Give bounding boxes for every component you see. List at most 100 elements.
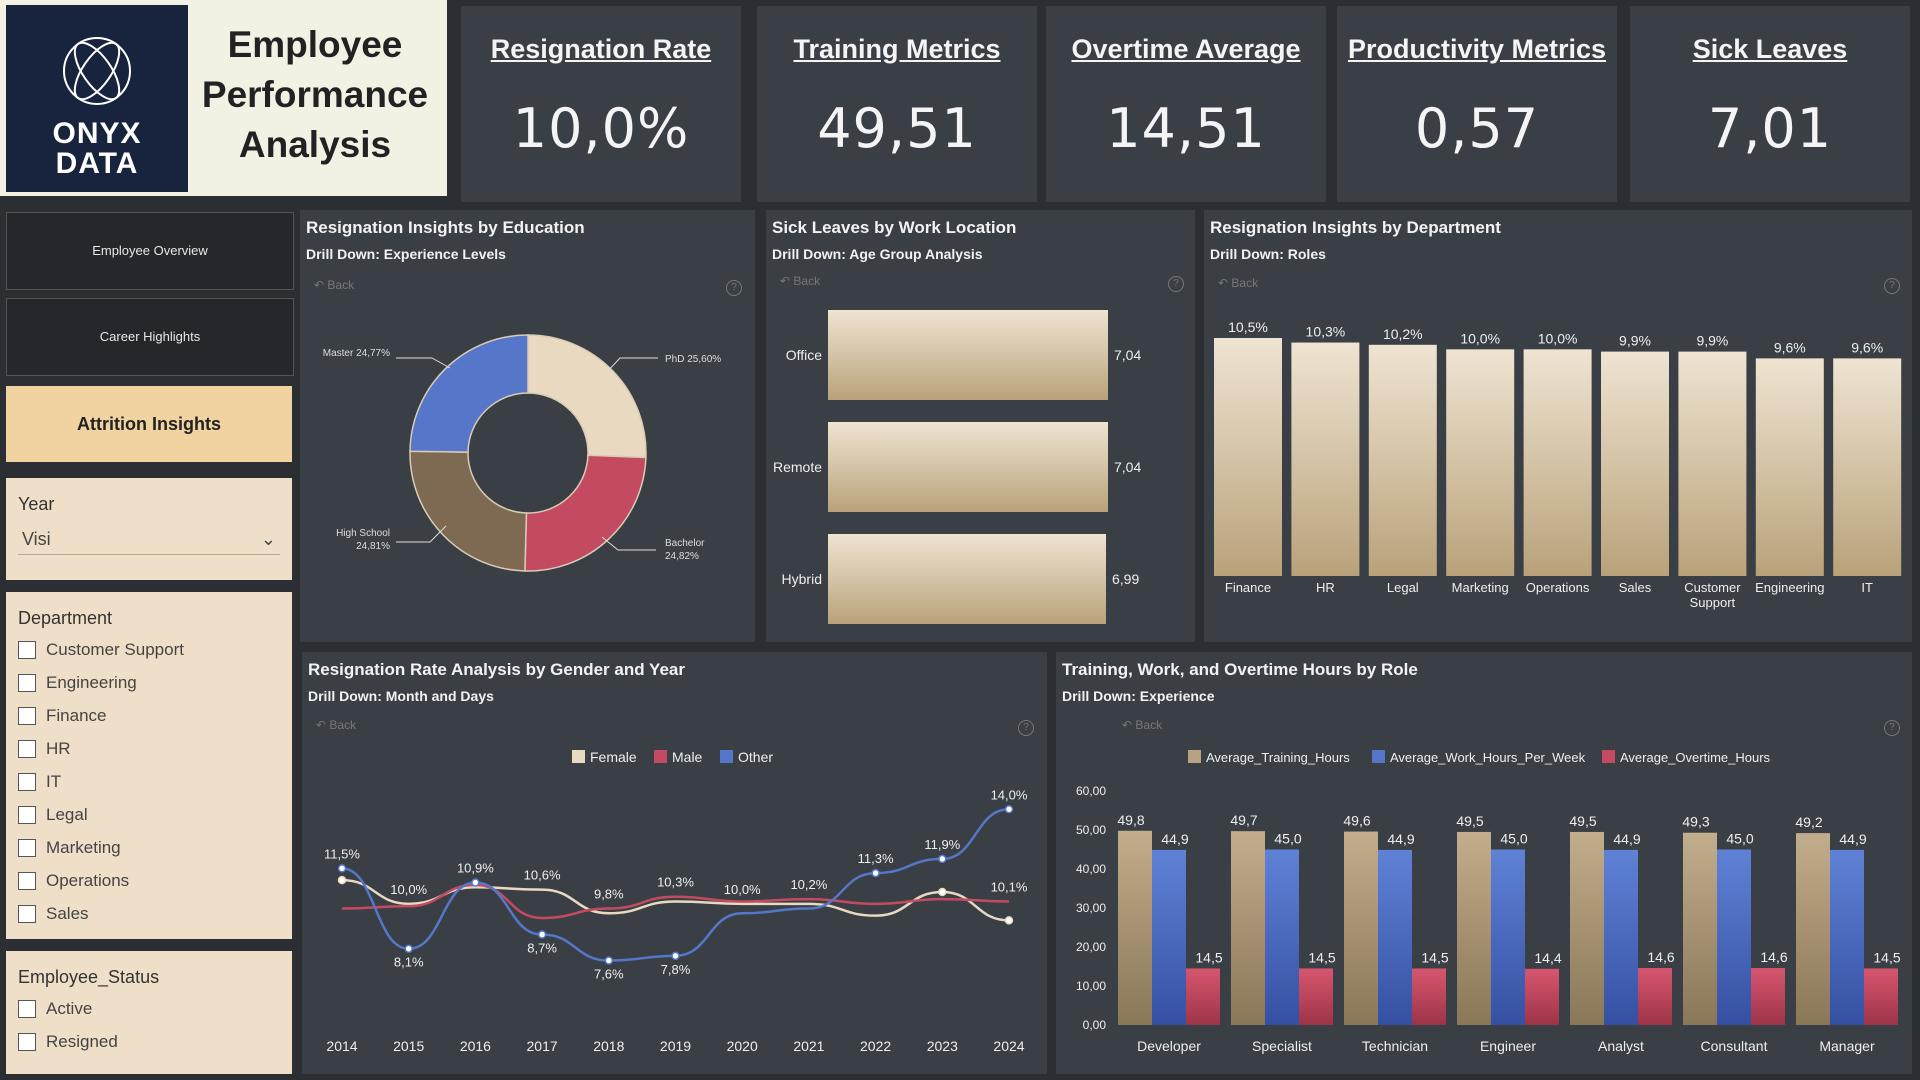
chart-subtitle: Drill Down: Experience <box>1062 688 1215 704</box>
data-label: 45,0 <box>1500 831 1527 847</box>
page-title: Employee Performance Analysis <box>195 20 435 170</box>
help-icon[interactable]: ? <box>1168 276 1184 292</box>
data-label: 10,0% <box>724 882 761 897</box>
donut-slice-phd <box>527 334 647 459</box>
status-option-resigned[interactable]: Resigned <box>18 1025 292 1058</box>
chart-title: Sick Leaves by Work Location <box>772 218 1017 237</box>
bar-hybrid <box>828 534 1107 624</box>
donut-slice-master <box>409 334 529 453</box>
bar-technician-2 <box>1412 968 1446 1025</box>
data-label: 9,6% <box>1774 339 1806 355</box>
page-title-line2: Performance <box>201 74 429 115</box>
back-label: Back <box>329 718 357 732</box>
help-icon[interactable]: ? <box>1884 278 1900 294</box>
leader-line <box>396 525 447 543</box>
y-tick-label: 10,00 <box>1076 979 1106 993</box>
category-label: Legal <box>1387 580 1419 595</box>
leader-line <box>396 357 451 369</box>
checkbox[interactable] <box>18 772 36 791</box>
year-slicer-title: Year <box>18 494 55 514</box>
kpi-card-sick-leaves: Sick Leaves 7,01 <box>1630 6 1910 202</box>
grouped-bar-chart: Average_Training_Hours Average_Work_Hours… <box>1076 750 1901 1054</box>
back-button[interactable]: ↶ Back <box>314 278 355 292</box>
checkbox[interactable] <box>18 999 36 1018</box>
back-button[interactable]: ↶ Back <box>780 274 821 288</box>
nav-attrition-insights-button[interactable]: Attrition Insights <box>6 386 292 462</box>
back-button[interactable]: ↶ Back <box>316 718 357 732</box>
kpi-title: Resignation Rate <box>490 34 712 64</box>
bar-developer-2 <box>1186 968 1220 1025</box>
option-label: IT <box>46 771 62 791</box>
data-label: 10,3% <box>657 875 694 890</box>
checkbox[interactable] <box>18 640 36 659</box>
department-option-engineering[interactable]: Engineering <box>18 666 292 699</box>
data-label: 14,6 <box>1760 949 1787 965</box>
bar-consultant-0 <box>1683 832 1717 1025</box>
legend-swatch-female <box>572 750 585 763</box>
category-label: Consultant <box>1701 1038 1768 1054</box>
legend-swatch-male <box>654 750 667 763</box>
department-option-legal[interactable]: Legal <box>18 798 292 831</box>
kpi-title: Productivity Metrics <box>1347 34 1607 64</box>
category-label: Office <box>786 347 823 363</box>
data-label: 24,81% <box>356 541 390 552</box>
chart-subtitle: Drill Down: Experience Levels <box>306 246 506 262</box>
nav-employee-overview-button[interactable]: Employee Overview <box>6 212 294 290</box>
help-icon[interactable]: ? <box>1018 720 1034 736</box>
x-tick-label: 2015 <box>393 1038 424 1054</box>
page-title-line3: Analysis <box>238 124 392 165</box>
legend-label-other: Other <box>738 749 773 765</box>
department-option-sales[interactable]: Sales <box>18 897 292 930</box>
data-label: 10,6% <box>524 868 561 883</box>
checkbox[interactable] <box>18 673 36 692</box>
checkbox[interactable] <box>18 739 36 758</box>
bar-engineering <box>1755 358 1824 576</box>
data-label: 49,2 <box>1795 814 1822 830</box>
back-button[interactable]: ↶ Back <box>1122 718 1163 732</box>
status-option-active[interactable]: Active <box>18 992 292 1025</box>
department-option-marketing[interactable]: Marketing <box>18 831 292 864</box>
category-label: Sales <box>1619 580 1652 595</box>
x-tick-label: 2018 <box>593 1038 624 1054</box>
back-label: Back <box>1135 718 1163 732</box>
option-label: Operations <box>46 870 130 890</box>
panel-resignation-by-gender-year: Resignation Rate Analysis by Gender and … <box>302 652 1047 1074</box>
checkbox[interactable] <box>18 706 36 725</box>
series-line-male <box>341 883 1010 920</box>
data-label: 7,8% <box>661 962 691 977</box>
bar-operations <box>1523 349 1592 576</box>
x-tick-label: 2021 <box>793 1038 824 1054</box>
kpi-card-productivity-metrics: Productivity Metrics 0,57 <box>1337 6 1617 202</box>
year-dropdown[interactable]: Visi ⌄ <box>18 525 280 555</box>
back-button[interactable]: ↶ Back <box>1218 276 1259 290</box>
bar-engineer-2 <box>1525 968 1559 1025</box>
checkbox[interactable] <box>18 805 36 824</box>
bar-analyst-2 <box>1638 968 1672 1025</box>
x-tick-label: 2017 <box>527 1038 558 1054</box>
data-label: 49,7 <box>1230 812 1257 828</box>
checkbox[interactable] <box>18 871 36 890</box>
department-option-operations[interactable]: Operations <box>18 864 292 897</box>
checkbox[interactable] <box>18 904 36 923</box>
kpi-title: Overtime Average <box>1071 34 1301 64</box>
chevron-down-icon: ⌄ <box>260 529 276 549</box>
option-label: Legal <box>46 804 88 824</box>
help-icon[interactable]: ? <box>726 280 742 296</box>
legend-label: Average_Overtime_Hours <box>1620 750 1771 765</box>
data-label: Master 24,77% <box>323 348 390 359</box>
category-label: Engineering <box>1755 580 1824 595</box>
kpi-value: 10,0% <box>512 97 690 160</box>
nav-career-highlights-button[interactable]: Career Highlights <box>6 298 294 376</box>
back-label: Back <box>793 274 821 288</box>
series-point-other <box>871 868 880 878</box>
checkbox[interactable] <box>18 1032 36 1051</box>
category-label: Hybrid <box>782 571 822 587</box>
data-label: 14,4 <box>1534 950 1561 966</box>
department-option-it[interactable]: IT <box>18 765 292 798</box>
category-label: Operations <box>1526 580 1590 595</box>
help-icon[interactable]: ? <box>1884 720 1900 736</box>
department-option-finance[interactable]: Finance <box>18 699 292 732</box>
department-option-customer-support[interactable]: Customer Support <box>18 633 292 666</box>
department-option-hr[interactable]: HR <box>18 732 292 765</box>
checkbox[interactable] <box>18 838 36 857</box>
